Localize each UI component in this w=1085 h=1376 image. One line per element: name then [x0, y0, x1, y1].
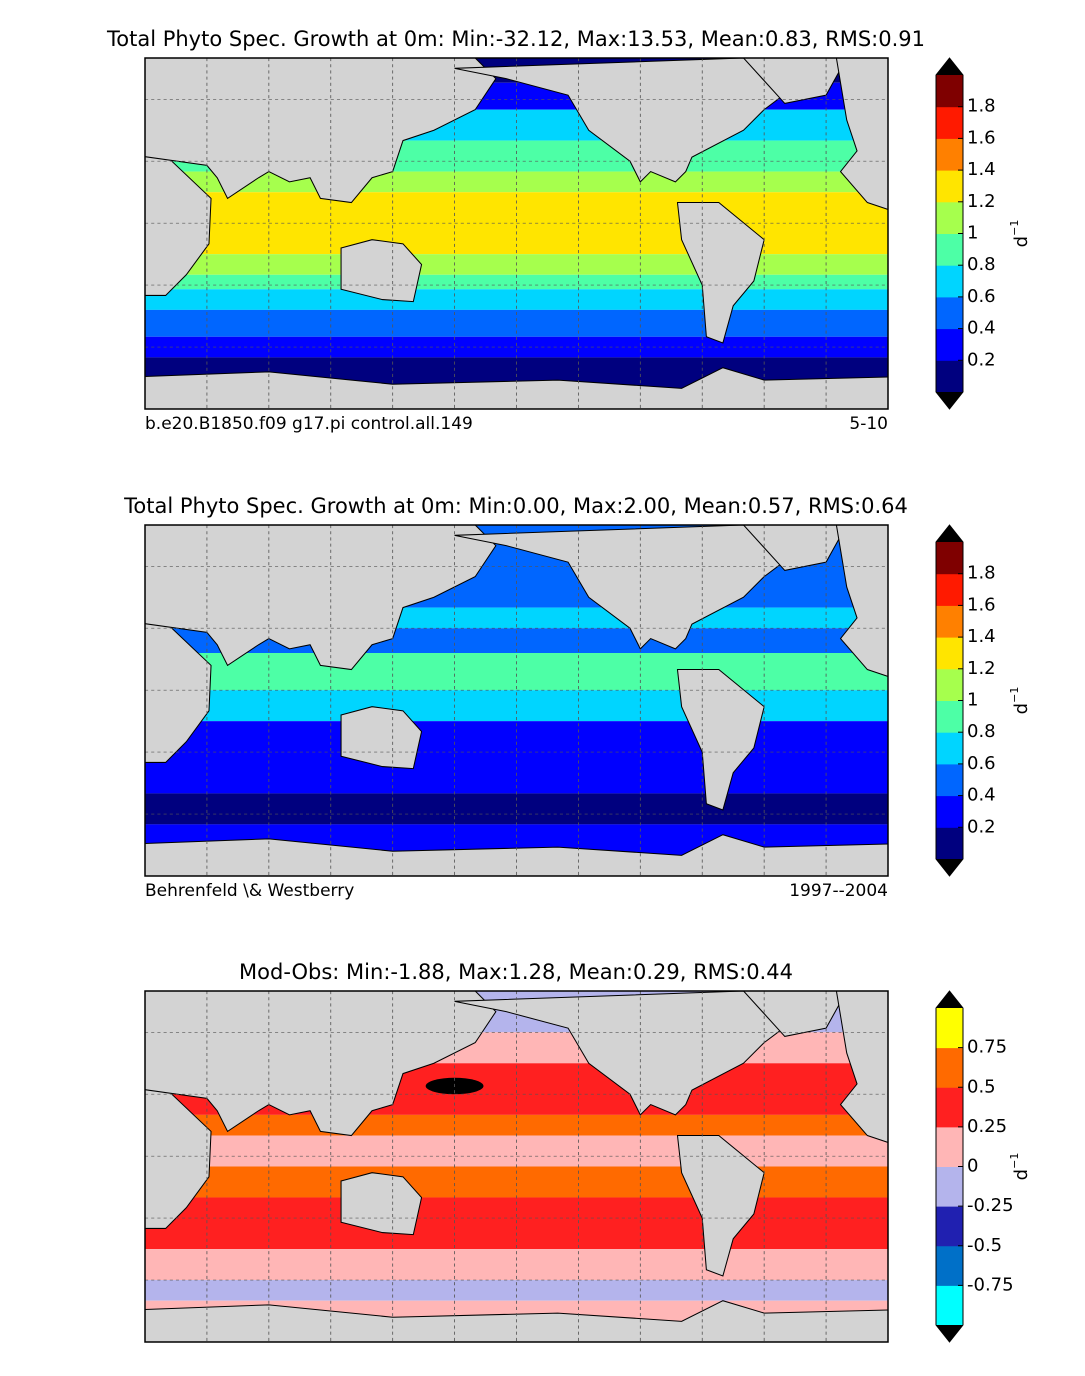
colorbar-tick-label: 1: [967, 690, 978, 711]
colorbar-frame: [935, 524, 964, 877]
panel-title: Total Phyto Spec. Growth at 0m: Min:-32.…: [106, 27, 925, 51]
colorbar-segment: [936, 75, 963, 108]
map-frame: [144, 990, 889, 1343]
map: [145, 991, 888, 1342]
colorbar-label-exponent: −1: [1008, 687, 1021, 703]
colorbar-tick-label: 0.4: [967, 318, 996, 339]
colorbar-over: [936, 991, 963, 1008]
colorbar-label-base: d: [1011, 236, 1032, 247]
colorbar-segment: [936, 296, 963, 330]
colorbar-segment: [936, 1126, 963, 1167]
colorbar-under: [936, 1325, 963, 1342]
colorbar-tick-label: 1.8: [967, 96, 996, 117]
colorbar-tick-label: 0.2: [967, 816, 996, 837]
colorbar-frame: [935, 990, 964, 1343]
colorbar-segment: [936, 700, 963, 733]
colorbar-segment: [936, 1206, 963, 1247]
colorbar-segment: [936, 170, 963, 203]
colorbar-segment: [936, 328, 963, 361]
left-note: b.e20.B1850.f09 g17.pi control.all.149: [145, 414, 473, 434]
colorbar-tick-label: 1.8: [967, 563, 996, 584]
colorbar-segment: [936, 605, 963, 638]
colorbar-segment: [936, 573, 963, 606]
colorbar-segment: [936, 732, 963, 765]
colorbar-tick-label: 0.6: [967, 753, 996, 774]
map: [145, 58, 888, 409]
colorbar-tick-label: -0.25: [967, 1195, 1014, 1216]
colorbar-tick-label: 1.2: [967, 191, 996, 212]
colorbar-tick-label: 0.6: [967, 286, 996, 307]
colorbar-under: [936, 392, 963, 409]
colorbar-segment: [936, 542, 963, 575]
colorbar-tick-label: 1.6: [967, 594, 996, 615]
colorbar-label: d−1: [1008, 220, 1032, 248]
colorbar-over: [936, 58, 963, 75]
panel-title: Total Phyto Spec. Growth at 0m: Min:0.00…: [123, 494, 908, 518]
colorbar-tick-label: 1.4: [967, 159, 996, 180]
field-band: [145, 653, 888, 691]
colorbar-segment: [936, 360, 963, 393]
colorbar-segment: [936, 827, 963, 860]
colorbar-segment: [936, 1008, 963, 1049]
left-note: Behrenfeld \& Westberry: [145, 881, 354, 901]
colorbar-tick-label: -0.5: [967, 1235, 1002, 1256]
colorbar-tick-label: 1.2: [967, 658, 996, 679]
colorbar-tick-label: 0.8: [967, 721, 996, 742]
colorbar-tick-label: 0.2: [967, 349, 996, 370]
colorbar-tick-label: 1: [967, 223, 978, 244]
right-note: 5-10: [849, 414, 888, 434]
colorbar-label-exponent: −1: [1008, 220, 1021, 236]
colorbar-label-base: d: [1011, 1169, 1032, 1180]
map: [145, 525, 888, 876]
colorbar-tick-label: 0.5: [967, 1076, 996, 1097]
right-note: 1997--2004: [789, 881, 888, 901]
colorbar-segment: [936, 201, 963, 234]
colorbar-frame: [935, 57, 964, 410]
colorbar-under: [936, 859, 963, 876]
colorbar-tick-label: -0.75: [967, 1274, 1014, 1295]
colorbar-tick-label: 0: [967, 1156, 978, 1177]
colorbar-tick-label: 1.6: [967, 127, 996, 148]
colorbar-segment: [936, 1285, 963, 1326]
colorbar-segment: [936, 265, 963, 298]
colorbar-tick-label: 0.75: [967, 1037, 1007, 1058]
map-frame: [144, 524, 889, 877]
colorbar-segment: [936, 1087, 963, 1128]
colorbar-segment: [936, 1047, 963, 1088]
colorbar-segment: [936, 138, 963, 171]
colorbar-tick-label: 0.25: [967, 1116, 1007, 1137]
colorbar-label-base: d: [1011, 703, 1032, 714]
colorbar-tick-label: 0.4: [967, 785, 996, 806]
colorbar-segment: [936, 795, 963, 828]
colorbar-tick-label: 1.4: [967, 626, 996, 647]
colorbar-segment: [936, 1245, 963, 1286]
map-frame: [144, 57, 889, 410]
colorbar-segment: [936, 668, 963, 701]
colorbar-segment: [936, 637, 963, 670]
colorbar-label: d−1: [1008, 1153, 1032, 1181]
colorbar-over: [936, 525, 963, 542]
colorbar-segment: [936, 233, 963, 266]
colorbar-label: d−1: [1008, 687, 1032, 715]
colorbar-segment: [936, 763, 963, 797]
colorbar-segment: [936, 106, 963, 139]
colorbar-segment: [936, 1166, 963, 1207]
colorbar-tick-label: 0.8: [967, 254, 996, 275]
panel-title: Mod-Obs: Min:-1.88, Max:1.28, Mean:0.29,…: [239, 960, 793, 984]
colorbar-label-exponent: −1: [1008, 1153, 1021, 1169]
